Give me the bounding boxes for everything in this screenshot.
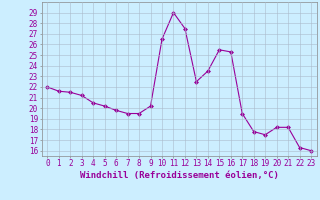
X-axis label: Windchill (Refroidissement éolien,°C): Windchill (Refroidissement éolien,°C) (80, 171, 279, 180)
